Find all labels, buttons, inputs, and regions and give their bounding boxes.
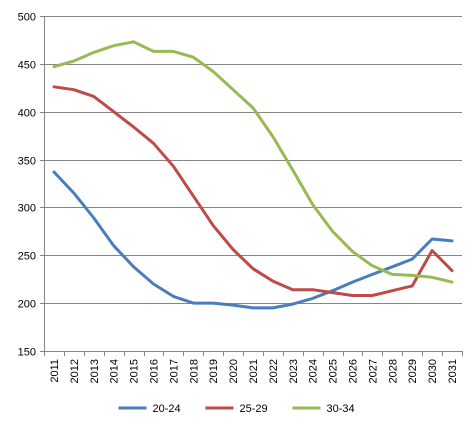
- series-line-25-29: [52, 85, 454, 297]
- series-line-20-24: [52, 170, 454, 310]
- y-tick-label: 150: [18, 347, 36, 359]
- x-tick-label: 2013: [89, 359, 101, 383]
- x-tick-label: 2024: [308, 359, 320, 383]
- x-tick-label: 2019: [208, 359, 220, 383]
- x-tick-label: 2014: [109, 359, 121, 383]
- series-lines: [52, 40, 454, 310]
- legend-label-20-24: 20-24: [153, 403, 181, 415]
- x-tick-label: 2027: [367, 359, 379, 383]
- y-tick-label: 300: [18, 203, 36, 215]
- y-tick-label: 450: [18, 60, 36, 72]
- x-tick-label: 2016: [148, 359, 160, 383]
- x-tick-label: 2012: [69, 359, 81, 383]
- legend-label-30-34: 30-34: [327, 403, 355, 415]
- x-tick-label: 2031: [447, 359, 459, 383]
- x-tick-label: 2022: [268, 359, 280, 383]
- y-tick-label: 400: [18, 108, 36, 120]
- x-tick-label: 2021: [248, 359, 260, 383]
- y-tick-label: 250: [18, 251, 36, 263]
- x-tick-label: 2011: [49, 359, 61, 383]
- x-tick-label: 2026: [348, 359, 360, 383]
- y-tick-label: 200: [18, 299, 36, 311]
- legend-label-25-29: 25-29: [240, 403, 268, 415]
- y-tick-labels: 150 200 250 300 350 400 450 500: [18, 12, 36, 359]
- x-tick-label: 2020: [228, 359, 240, 383]
- y-tick-label: 500: [18, 12, 36, 24]
- x-tick-label: 2029: [407, 359, 419, 383]
- x-tick-label: 2023: [288, 359, 300, 383]
- x-tick-label: 2030: [427, 359, 439, 383]
- x-tick-label: 2028: [387, 359, 399, 383]
- legend: 20-24 25-29 30-34: [118, 403, 355, 415]
- y-tick-label: 350: [18, 156, 36, 168]
- x-tick-label: 2015: [129, 359, 141, 383]
- x-tick-label: 2025: [328, 359, 340, 383]
- x-tick-label: 2017: [168, 359, 180, 383]
- x-tick-labels: 2011 2012 2013 2014 2015 2016 2017 2018 2019 2020…: [49, 359, 459, 383]
- axes: [40, 16, 463, 356]
- series-line-30-34: [52, 40, 454, 284]
- grid-lines: [44, 16, 462, 304]
- x-tick-label: 2018: [188, 359, 200, 383]
